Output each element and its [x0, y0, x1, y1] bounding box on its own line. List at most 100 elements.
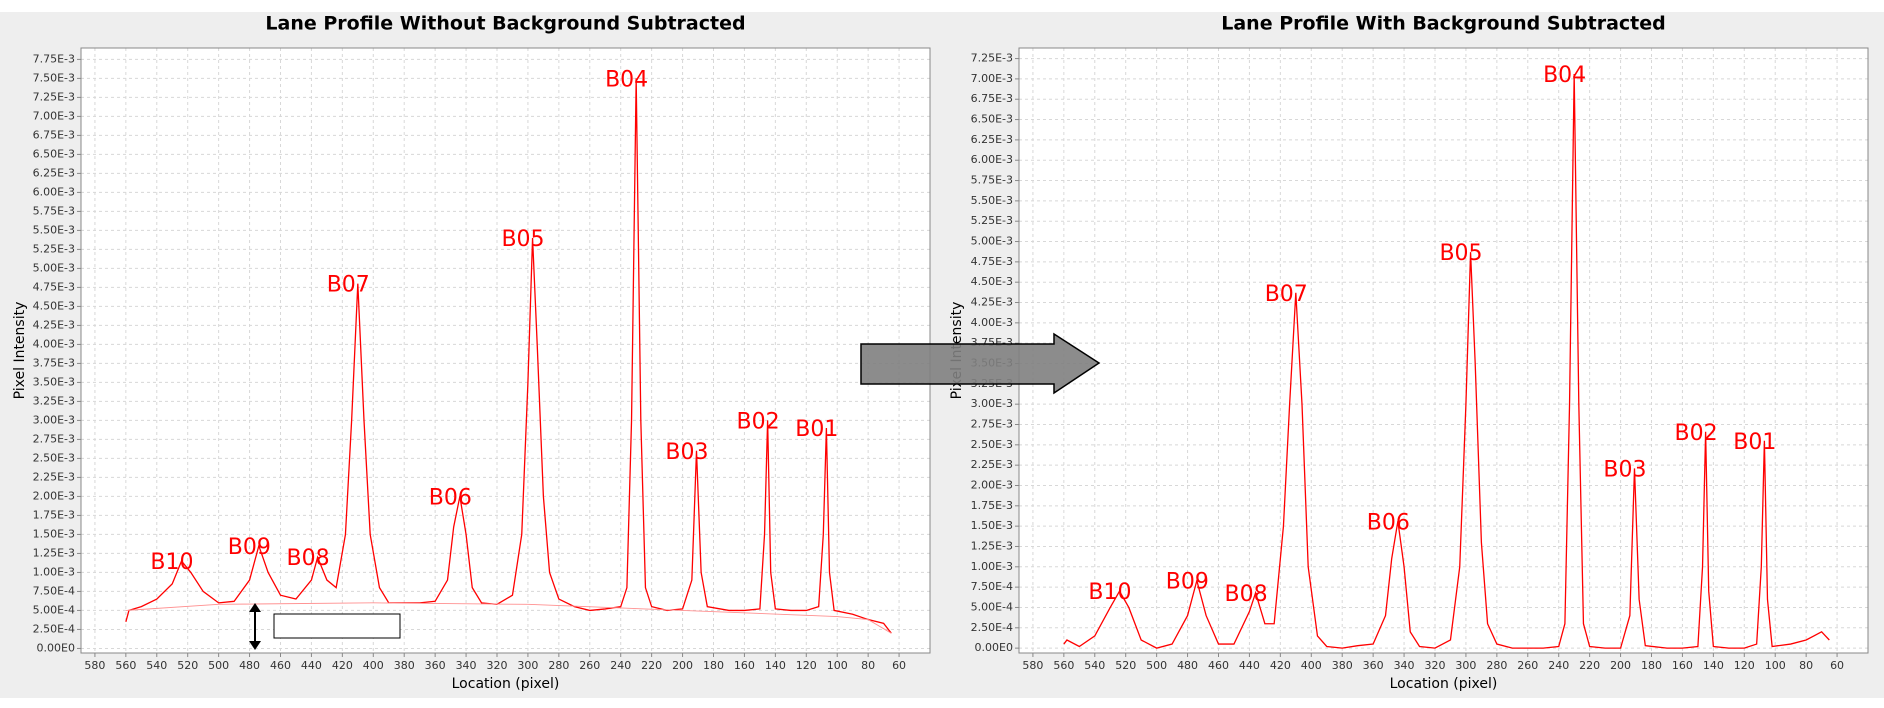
- y-tick-label: 3.00E-3: [33, 413, 75, 426]
- y-tick-label: 1.25E-3: [971, 539, 1013, 552]
- charts: Lane Profile Without Background Subtract…: [12, 13, 1869, 692]
- peak-label: B04: [1543, 63, 1586, 88]
- x-tick-label: 560: [1053, 659, 1074, 672]
- y-tick-label: 5.75E-3: [33, 204, 75, 217]
- peak-label: B05: [501, 227, 544, 252]
- y-tick-label: 5.00E-4: [971, 600, 1013, 613]
- y-tick-label: 4.00E-3: [971, 316, 1013, 329]
- y-tick-label: 3.75E-3: [33, 356, 75, 369]
- y-tick-label: 6.50E-3: [971, 113, 1013, 126]
- peak-label: B08: [1225, 582, 1268, 607]
- indicator-box: [273, 613, 401, 639]
- y-tick-label: 5.50E-3: [971, 194, 1013, 207]
- y-tick-label: 4.50E-3: [33, 299, 75, 312]
- profile-line: [125, 602, 892, 634]
- peak-label: B05: [1439, 241, 1482, 266]
- chart-title: Lane Profile Without Background Subtract…: [265, 13, 745, 35]
- x-tick-label: 340: [1394, 659, 1415, 672]
- plot-area: [81, 48, 930, 653]
- transition-arrow: [860, 332, 1101, 395]
- peak-label: B01: [795, 417, 838, 442]
- x-tick-label: 200: [1610, 659, 1631, 672]
- y-tick-label: 3.25E-3: [33, 394, 75, 407]
- y-tick-label: 7.50E-4: [971, 580, 1013, 593]
- x-tick-label: 440: [1239, 659, 1260, 672]
- x-tick-label: 500: [1146, 659, 1167, 672]
- y-tick-label: 1.00E-3: [971, 560, 1013, 573]
- peak-label: B02: [1675, 421, 1718, 446]
- y-tick-label: 0.00E0: [37, 641, 75, 654]
- y-tick-label: 0.00E0: [975, 641, 1013, 654]
- y-tick-label: 6.75E-3: [33, 128, 75, 141]
- x-tick-label: 320: [1424, 659, 1445, 672]
- y-tick-label: 4.00E-3: [33, 337, 75, 350]
- peak-label: B02: [737, 409, 780, 434]
- peak-label: B04: [605, 67, 648, 92]
- y-tick-label: 1.75E-3: [971, 499, 1013, 512]
- peak-label: B08: [287, 546, 330, 571]
- x-tick-label: 240: [1548, 659, 1569, 672]
- y-tick-label: 4.25E-3: [33, 318, 75, 331]
- x-axis-label: Location (pixel): [1390, 676, 1498, 692]
- chart: Lane Profile Without Background Subtract…: [12, 13, 931, 692]
- x-tick-label: 420: [1270, 659, 1291, 672]
- y-tick-label: 5.00E-3: [33, 261, 75, 274]
- x-tick-label: 60: [1830, 659, 1844, 672]
- x-tick-label: 320: [486, 659, 507, 672]
- x-tick-label: 80: [1799, 659, 1813, 672]
- x-tick-label: 360: [1363, 659, 1384, 672]
- x-tick-label: 340: [456, 659, 477, 672]
- y-tick-label: 2.75E-3: [971, 417, 1013, 430]
- x-tick-label: 100: [827, 659, 848, 672]
- y-tick-label: 4.25E-3: [971, 296, 1013, 309]
- y-tick-label: 3.50E-3: [33, 375, 75, 388]
- y-tick-label: 5.50E-3: [33, 223, 75, 236]
- x-tick-label: 520: [1115, 659, 1136, 672]
- x-tick-label: 100: [1765, 659, 1786, 672]
- y-tick-label: 5.00E-3: [971, 235, 1013, 248]
- x-tick-label: 140: [765, 659, 786, 672]
- x-axis-label: Location (pixel): [452, 676, 560, 692]
- offset-indicator: [249, 603, 401, 650]
- y-tick-label: 5.75E-3: [971, 174, 1013, 187]
- y-tick-label: 1.50E-3: [33, 527, 75, 540]
- x-tick-label: 140: [1703, 659, 1724, 672]
- y-tick-label: 7.50E-4: [33, 584, 75, 597]
- x-tick-label: 400: [1301, 659, 1322, 672]
- x-tick-label: 200: [672, 659, 693, 672]
- x-tick-label: 260: [1517, 659, 1538, 672]
- x-tick-label: 120: [796, 659, 817, 672]
- x-tick-label: 180: [703, 659, 724, 672]
- x-tick-label: 60: [892, 659, 906, 672]
- y-tick-label: 7.75E-3: [33, 52, 75, 65]
- x-tick-label: 80: [861, 659, 875, 672]
- x-tick-label: 160: [734, 659, 755, 672]
- y-tick-label: 3.00E-3: [971, 397, 1013, 410]
- chart: Lane Profile With Background Subtracted L…: [949, 13, 1869, 692]
- arrow-shape: [860, 332, 1101, 395]
- x-tick-label: 120: [1734, 659, 1755, 672]
- profile-line: [1063, 74, 1830, 649]
- y-tick-label: 1.00E-3: [33, 565, 75, 578]
- peak-label: B07: [327, 273, 370, 298]
- x-tick-label: 440: [301, 659, 322, 672]
- x-tick-label: 540: [146, 659, 167, 672]
- x-tick-label: 300: [1455, 659, 1476, 672]
- y-tick-label: 1.50E-3: [971, 519, 1013, 532]
- y-tick-label: 6.25E-3: [33, 166, 75, 179]
- x-tick-label: 240: [610, 659, 631, 672]
- x-tick-label: 380: [1332, 659, 1353, 672]
- x-tick-label: 160: [1672, 659, 1693, 672]
- plot-area: [1019, 48, 1868, 653]
- x-tick-label: 580: [84, 659, 105, 672]
- y-tick-label: 6.25E-3: [971, 133, 1013, 146]
- x-tick-label: 520: [177, 659, 198, 672]
- y-tick-label: 1.25E-3: [33, 546, 75, 559]
- x-tick-label: 500: [208, 659, 229, 672]
- x-tick-label: 300: [517, 659, 538, 672]
- y-tick-label: 7.00E-3: [33, 109, 75, 122]
- y-tick-label: 2.25E-3: [971, 458, 1013, 471]
- x-tick-label: 580: [1022, 659, 1043, 672]
- y-tick-label: 2.50E-3: [33, 451, 75, 464]
- y-tick-label: 6.00E-3: [33, 185, 75, 198]
